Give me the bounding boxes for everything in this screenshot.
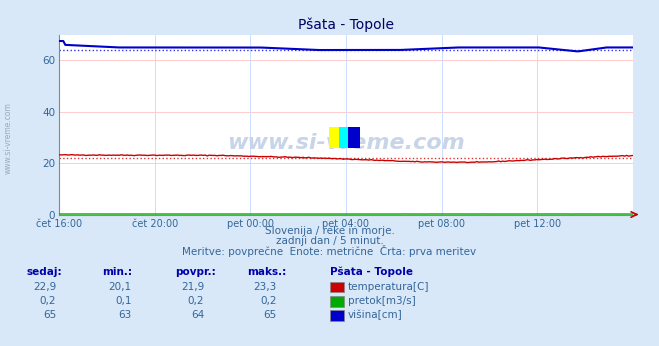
Title: Pšata - Topole: Pšata - Topole [298,18,394,32]
Text: 23,3: 23,3 [254,282,277,292]
Text: Slovenija / reke in morje.: Slovenija / reke in morje. [264,226,395,236]
Text: 0,2: 0,2 [40,296,56,306]
Text: Meritve: povprečne  Enote: metrične  Črta: prva meritev: Meritve: povprečne Enote: metrične Črta:… [183,245,476,257]
Bar [349,127,360,148]
Text: 20,1: 20,1 [109,282,132,292]
Bar [339,127,349,148]
Text: višina[cm]: višina[cm] [348,310,403,320]
Text: pretok[m3/s]: pretok[m3/s] [348,296,416,306]
Text: 0,2: 0,2 [188,296,204,306]
Text: sedaj:: sedaj: [26,267,62,277]
Text: 22,9: 22,9 [33,282,56,292]
Text: 65: 65 [264,310,277,320]
Text: Pšata - Topole: Pšata - Topole [330,266,413,277]
Text: 65: 65 [43,310,56,320]
Bar [329,127,339,148]
Text: 64: 64 [191,310,204,320]
Text: zadnji dan / 5 minut.: zadnji dan / 5 minut. [275,236,384,246]
Text: 0,2: 0,2 [260,296,277,306]
Text: povpr.:: povpr.: [175,267,215,277]
Text: www.si-vreme.com: www.si-vreme.com [3,102,13,174]
Text: 21,9: 21,9 [181,282,204,292]
Text: 63: 63 [119,310,132,320]
Text: temperatura[C]: temperatura[C] [348,282,430,292]
Text: min.:: min.: [102,267,132,277]
Text: 0,1: 0,1 [115,296,132,306]
Text: maks.:: maks.: [247,267,287,277]
Text: www.si-vreme.com: www.si-vreme.com [227,133,465,153]
